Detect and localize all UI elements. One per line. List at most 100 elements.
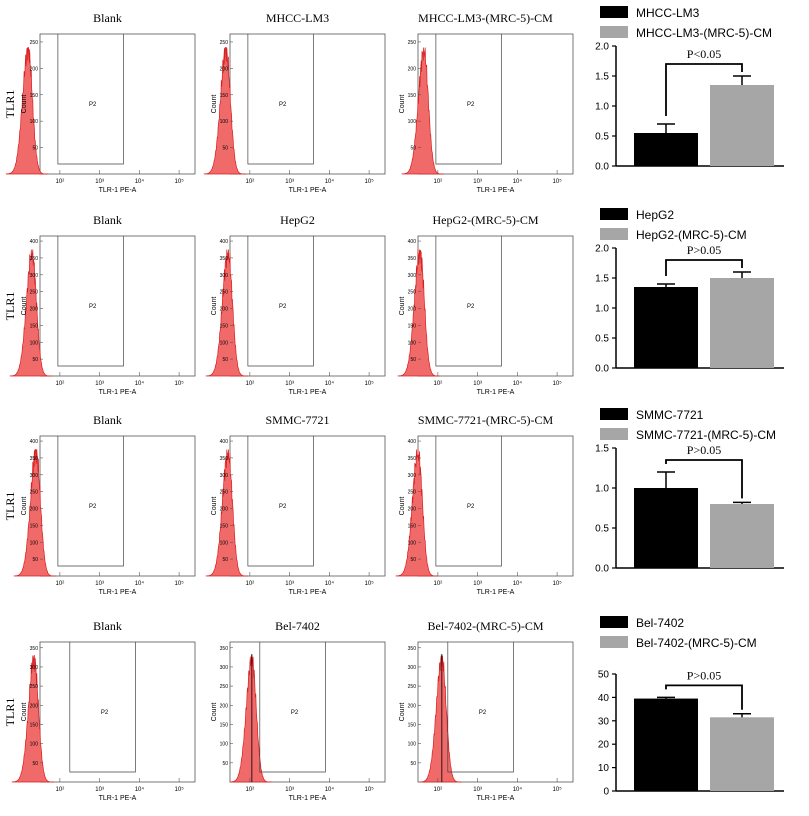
y-tick-label: 250 <box>30 290 39 296</box>
y-tick-label: 250 <box>408 290 417 296</box>
bar-treated <box>710 717 774 791</box>
y-axis-label: Count <box>211 497 218 516</box>
y-tick-label: 50 <box>32 146 38 152</box>
y-tick-label: 250 <box>408 40 417 46</box>
y-tick-label: 50 <box>222 146 228 152</box>
y-tick-label: 250 <box>408 490 417 496</box>
y-tick-label: 150 <box>30 722 39 728</box>
y-tick-label: 300 <box>30 665 39 671</box>
y-tick-label: 300 <box>220 473 229 479</box>
plot-frame <box>229 641 386 783</box>
x-axis-label: TLR-1 PE-A <box>477 795 515 802</box>
gate-p2 <box>435 34 502 165</box>
y-tick-label: 100 <box>30 119 39 125</box>
significance-label: P>0.05 <box>687 443 721 457</box>
x-tick-label: 10⁵ <box>175 580 185 587</box>
legend-label: MHCC-LM3 <box>636 6 700 20</box>
significance-label: P<0.05 <box>687 47 721 61</box>
y-tick-label: 400 <box>220 439 229 445</box>
bar-chart: HepG2 HepG2-(MRC-5)-CM 0.0 0.5 1.0 1.5 2.0 P>0.… <box>595 208 784 375</box>
flow-panel: MHCC-LM3 P2 50 100 150 200 250 Count 10² 10³ 10⁴ 10… <box>203 11 386 194</box>
y-tick-label: 200 <box>30 66 39 72</box>
y-tick-label: 400 <box>408 239 417 245</box>
flow-panel-title: Blank <box>93 413 122 427</box>
y-tick-label: 250 <box>220 684 229 690</box>
y-axis-label: Count <box>211 95 218 114</box>
x-tick-label: 10⁴ <box>325 786 335 793</box>
plot-frame <box>417 641 574 783</box>
bar-treated <box>710 85 774 166</box>
y-tick-label: 350 <box>220 646 229 652</box>
histogram <box>395 449 438 577</box>
y-tick-label: 50 <box>410 557 416 563</box>
flow-panel-title: MHCC-LM3-(MRC-5)-CM <box>418 11 553 25</box>
gate-p2 <box>435 436 502 567</box>
bar-y-tick-label: 1.0 <box>595 484 609 495</box>
bar-y-tick-label: 50 <box>598 670 610 681</box>
legend-swatch <box>600 26 628 38</box>
y-tick-label: 350 <box>408 256 417 262</box>
x-tick-label: 10⁵ <box>365 178 375 185</box>
x-tick-label: 10² <box>434 787 443 793</box>
x-axis-label: TLR-1 PE-A <box>477 589 515 596</box>
bar-y-tick-label: 0.5 <box>595 524 609 535</box>
bar-chart: Bel-7402 Bel-7402-(MRC-5)-CM 0 10 20 30 40 50 P>… <box>598 616 784 798</box>
y-tick-label: 300 <box>30 273 39 279</box>
y-tick-label: 200 <box>220 66 229 72</box>
bar-y-tick-label: 2.0 <box>595 42 609 53</box>
x-tick-label: 10⁵ <box>553 178 563 185</box>
legend-swatch <box>600 616 628 628</box>
x-tick-label: 10⁵ <box>175 380 185 387</box>
gate-p2 <box>57 436 124 567</box>
gate-label: P2 <box>279 504 287 510</box>
legend-label: MHCC-LM3-(MRC-5)-CM <box>636 26 772 40</box>
x-tick-label: 10⁵ <box>365 786 375 793</box>
x-tick-label: 10⁴ <box>513 380 523 387</box>
flow-panel: Blank P2 50 100 150 200 250 Count 10² 10³ 10⁴ 10⁵ TL… <box>5 11 196 194</box>
x-tick-label: 10⁵ <box>175 178 185 185</box>
y-tick-label: 200 <box>408 307 417 313</box>
row-label: TLR1 <box>3 492 17 521</box>
y-tick-label: 200 <box>30 507 39 513</box>
histogram <box>397 249 440 377</box>
gate-label: P2 <box>467 304 475 310</box>
legend-label: HepG2-(MRC-5)-CM <box>636 228 747 242</box>
legend-label: HepG2 <box>636 208 674 222</box>
y-tick-label: 150 <box>408 722 417 728</box>
gate-p2 <box>447 642 514 773</box>
flow-panel: HepG2-(MRC-5)-CM P2 50 100 150 200 250 300 350 40… <box>397 213 574 396</box>
x-tick-label: 10⁵ <box>553 580 563 587</box>
histogram <box>13 448 56 577</box>
flow-panel: SMMC-7721 P2 50 100 150 200 250 300 350 400 Count 1… <box>205 413 386 596</box>
flow-panel-title: SMMC-7721-(MRC-5)-CM <box>418 413 554 427</box>
x-axis-label: TLR-1 PE-A <box>289 187 327 194</box>
y-tick-label: 150 <box>408 323 417 329</box>
y-tick-label: 100 <box>220 742 229 748</box>
plot-frame <box>229 435 386 577</box>
y-tick-label: 100 <box>30 742 39 748</box>
y-tick-label: 300 <box>220 665 229 671</box>
significance-bracket <box>665 63 743 116</box>
x-axis-label: TLR-1 PE-A <box>99 589 137 596</box>
y-tick-label: 200 <box>30 703 39 709</box>
x-tick-label: 10⁴ <box>325 580 335 587</box>
y-tick-label: 350 <box>30 456 39 462</box>
y-tick-label: 250 <box>220 290 229 296</box>
y-tick-label: 200 <box>220 507 229 513</box>
gate-label: P2 <box>467 102 475 108</box>
flow-panel: Bel-7402 P2 50 100 150 200 250 300 350 Count 10² 10… <box>211 619 386 802</box>
flow-panel-title: Blank <box>93 213 122 227</box>
y-axis-label: Count <box>21 95 28 114</box>
x-tick-label: 10² <box>246 787 255 793</box>
y-axis-label: Count <box>21 497 28 516</box>
y-tick-label: 150 <box>30 93 39 99</box>
y-tick-label: 350 <box>220 256 229 262</box>
y-tick-label: 400 <box>220 239 229 245</box>
legend-label: Bel-7402-(MRC-5)-CM <box>636 636 757 650</box>
y-tick-label: 100 <box>30 540 39 546</box>
legend-swatch <box>600 428 628 440</box>
plot-frame <box>229 235 386 377</box>
x-tick-label: 10³ <box>285 581 294 587</box>
